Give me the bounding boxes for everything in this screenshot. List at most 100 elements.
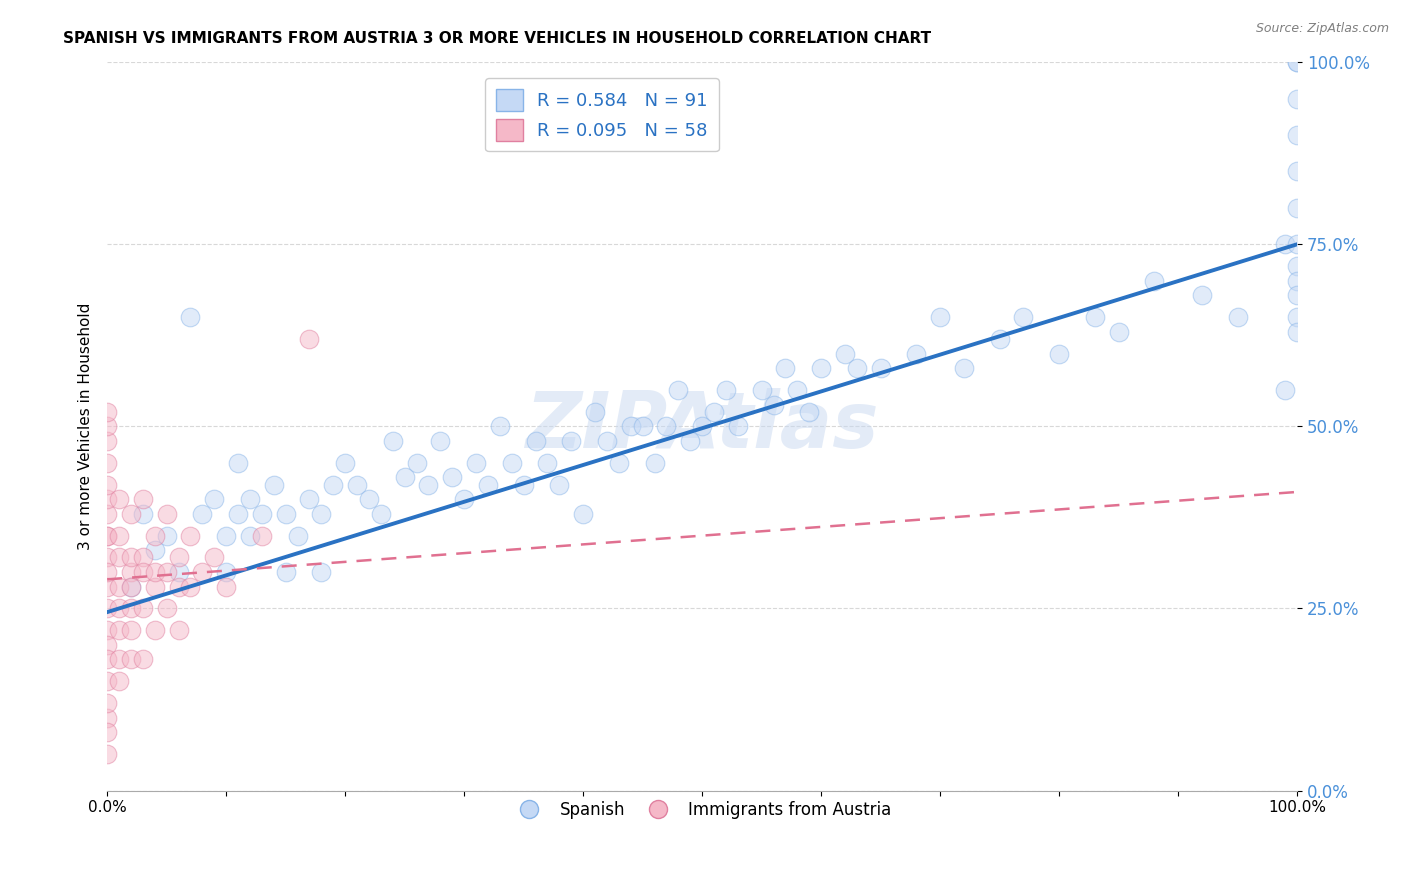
Point <box>429 434 451 448</box>
Point <box>96 477 118 491</box>
Point <box>143 543 166 558</box>
Text: SPANISH VS IMMIGRANTS FROM AUSTRIA 3 OR MORE VEHICLES IN HOUSEHOLD CORRELATION C: SPANISH VS IMMIGRANTS FROM AUSTRIA 3 OR … <box>63 31 931 46</box>
Point <box>666 383 689 397</box>
Point <box>1226 310 1249 324</box>
Point <box>298 332 321 346</box>
Point <box>108 492 131 507</box>
Point <box>1286 91 1309 105</box>
Point <box>583 405 606 419</box>
Y-axis label: 3 or more Vehicles in Household: 3 or more Vehicles in Household <box>79 302 93 550</box>
Point <box>132 601 155 615</box>
Point <box>311 507 333 521</box>
Point <box>263 477 285 491</box>
Point <box>96 565 118 579</box>
Point <box>250 507 273 521</box>
Point <box>1286 164 1309 178</box>
Point <box>418 477 440 491</box>
Point <box>953 361 976 376</box>
Point <box>703 405 725 419</box>
Point <box>1143 274 1166 288</box>
Point <box>799 405 821 419</box>
Point <box>333 456 356 470</box>
Point <box>1286 55 1309 70</box>
Point <box>762 397 785 411</box>
Point <box>751 383 773 397</box>
Point <box>120 565 142 579</box>
Point <box>357 492 380 507</box>
Point <box>143 565 166 579</box>
Point <box>346 477 368 491</box>
Point <box>132 492 155 507</box>
Point <box>1286 201 1309 215</box>
Point <box>108 550 131 565</box>
Point <box>120 624 142 638</box>
Point <box>156 507 179 521</box>
Point <box>1286 128 1309 142</box>
Point <box>1286 237 1309 252</box>
Point <box>1191 288 1213 302</box>
Point <box>202 492 225 507</box>
Point <box>1084 310 1107 324</box>
Point <box>96 601 118 615</box>
Point <box>143 624 166 638</box>
Point <box>96 405 118 419</box>
Point <box>311 565 333 579</box>
Point <box>143 580 166 594</box>
Point <box>191 507 214 521</box>
Point <box>631 419 654 434</box>
Point <box>548 477 571 491</box>
Point <box>572 507 595 521</box>
Point <box>108 652 131 666</box>
Legend: Spanish, Immigrants from Austria: Spanish, Immigrants from Austria <box>506 795 898 826</box>
Point <box>1108 325 1130 339</box>
Point <box>226 507 249 521</box>
Point <box>1286 310 1309 324</box>
Point <box>108 674 131 689</box>
Point <box>108 601 131 615</box>
Point <box>620 419 643 434</box>
Point <box>239 528 262 542</box>
Point <box>477 477 499 491</box>
Point <box>405 456 427 470</box>
Point <box>132 652 155 666</box>
Point <box>96 434 118 448</box>
Point <box>381 434 404 448</box>
Point <box>179 310 201 324</box>
Point <box>834 346 856 360</box>
Text: Source: ZipAtlas.com: Source: ZipAtlas.com <box>1256 22 1389 36</box>
Point <box>560 434 582 448</box>
Point <box>274 565 297 579</box>
Point <box>322 477 344 491</box>
Point <box>810 361 832 376</box>
Point <box>727 419 749 434</box>
Point <box>132 565 155 579</box>
Point <box>156 528 179 542</box>
Point <box>191 565 214 579</box>
Point <box>250 528 273 542</box>
Point <box>714 383 737 397</box>
Point <box>512 477 534 491</box>
Point <box>1274 237 1296 252</box>
Point <box>96 652 118 666</box>
Point <box>1274 383 1296 397</box>
Point <box>607 456 630 470</box>
Point <box>869 361 891 376</box>
Point <box>215 528 238 542</box>
Point <box>167 624 190 638</box>
Point <box>179 580 201 594</box>
Point <box>96 528 118 542</box>
Point <box>96 507 118 521</box>
Point <box>465 456 488 470</box>
Point <box>108 624 131 638</box>
Point <box>120 601 142 615</box>
Point <box>96 550 118 565</box>
Point <box>644 456 666 470</box>
Point <box>96 674 118 689</box>
Point <box>370 507 392 521</box>
Point <box>215 565 238 579</box>
Point <box>120 507 142 521</box>
Point <box>775 361 797 376</box>
Point <box>1286 274 1309 288</box>
Point <box>596 434 619 448</box>
Point <box>120 652 142 666</box>
